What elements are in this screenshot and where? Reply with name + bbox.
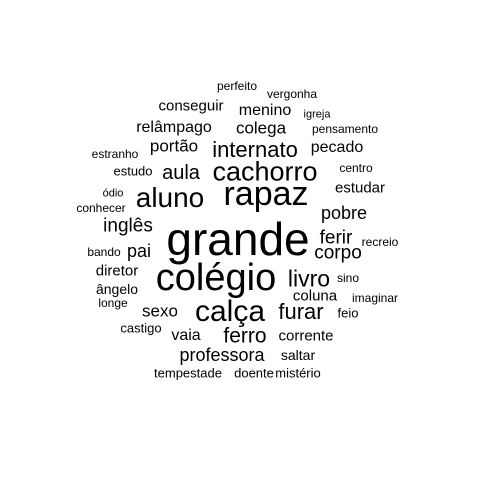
word-bando: bando	[87, 245, 121, 259]
word-livro: livro	[287, 265, 331, 292]
word-professora: professora	[179, 345, 265, 365]
word-estudar: estudar	[334, 179, 386, 197]
word-aula: aula	[162, 162, 200, 184]
word-longe: longe	[98, 296, 128, 310]
word-internato: internato	[212, 137, 298, 162]
word-cachorro: cachorro	[212, 156, 318, 187]
word-estudo: estudo	[113, 163, 153, 179]
word-aluno: aluno	[135, 182, 205, 213]
word-odio: ódio	[102, 187, 124, 200]
word-colegio: colégio	[155, 257, 277, 299]
word-corpo: corpo	[314, 242, 362, 264]
word-misterio: mistério	[275, 365, 321, 381]
word-recreio: recreio	[361, 235, 399, 249]
word-calca: calça	[194, 295, 266, 328]
word-relampago: relâmpago	[136, 119, 212, 136]
word-conhecer: conhecer	[76, 201, 126, 215]
word-estranho: estranho	[91, 147, 139, 161]
word-pai: pai	[126, 241, 152, 261]
word-ferir: ferir	[319, 227, 353, 249]
word-grande: grande	[166, 213, 310, 265]
word-corrente: corrente	[278, 327, 334, 345]
word-imaginar: imaginar	[351, 291, 399, 305]
word-feio: feio	[337, 305, 359, 321]
word-menino: menino	[238, 102, 292, 119]
word-castigo: castigo	[120, 320, 162, 336]
word-rapaz: rapaz	[223, 175, 309, 213]
word-furar: furar	[278, 299, 324, 324]
word-vergonha: vergonha	[266, 87, 318, 101]
word-diretor: diretor	[95, 262, 139, 280]
word-perfeito: perfeito	[216, 79, 258, 93]
word-doente: doente	[234, 365, 274, 381]
word-ingles: inglês	[103, 215, 153, 237]
word-angelo: ângelo	[95, 281, 139, 297]
word-conseguir: conseguir	[158, 97, 224, 115]
word-ferro: ferro	[223, 324, 267, 348]
word-pobre: pobre	[320, 203, 368, 223]
word-vaia: vaia	[171, 327, 201, 344]
word-portao: portão	[149, 136, 199, 156]
word-igreja: igreja	[303, 108, 331, 121]
word-tempestade: tempestade	[154, 365, 222, 381]
word-saltar: saltar	[280, 347, 316, 363]
word-sino: sino	[336, 271, 360, 285]
word-colega: colega	[235, 118, 287, 138]
word-pecado: pecado	[310, 139, 364, 156]
word-sexo: sexo	[142, 301, 178, 321]
word-pensamento: pensamento	[311, 122, 379, 136]
word-centro: centro	[339, 161, 373, 175]
word-coluna: coluna	[292, 287, 338, 305]
